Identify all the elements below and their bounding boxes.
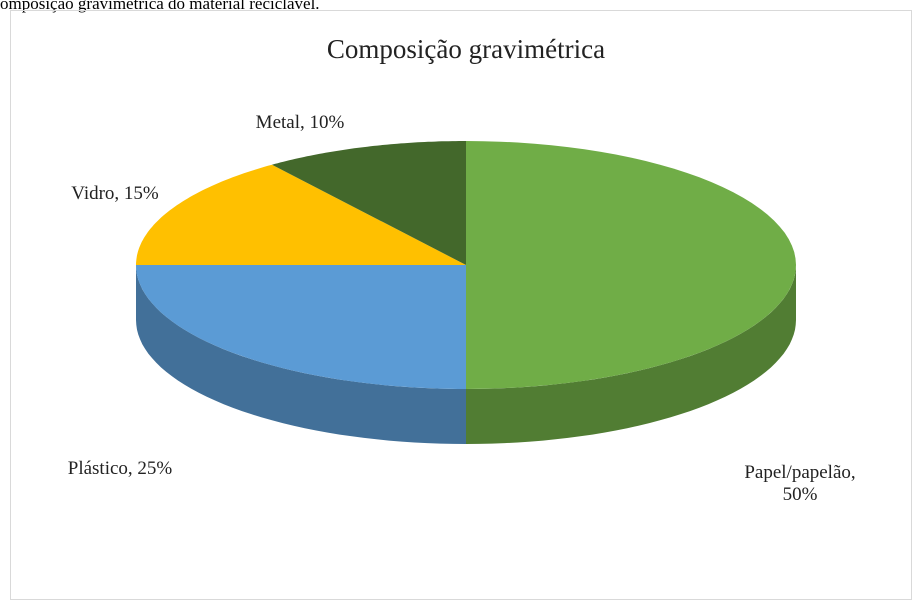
data-label: Vidro, 15%	[71, 183, 159, 204]
pie-slice	[136, 164, 466, 265]
chart-title: Composição gravimétrica	[327, 34, 605, 64]
pie-slice	[272, 141, 466, 265]
data-label: Plástico, 25%	[67, 458, 173, 479]
pie-side	[136, 265, 466, 444]
pie-slice	[466, 141, 796, 389]
pie-slice	[136, 265, 466, 389]
pie-side	[466, 265, 796, 444]
caption: omposição gravimétrica do material recic…	[0, 0, 320, 13]
data-label: Papel/papelão, 50%	[744, 462, 856, 505]
data-label: Metal, 10%	[255, 112, 345, 133]
